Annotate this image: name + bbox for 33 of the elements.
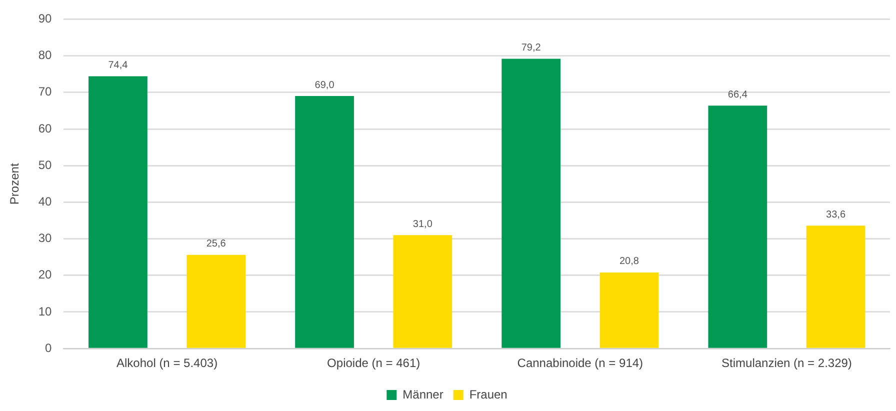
- data-label: 31,0: [412, 218, 433, 230]
- bar: [806, 226, 866, 348]
- data-label: 66,4: [728, 89, 748, 100]
- y-tick-label: 80: [38, 48, 52, 62]
- x-tick-label: Alkohol (n = 5.403): [116, 356, 218, 370]
- y-tick-label: 90: [38, 12, 52, 26]
- data-label: 20,8: [619, 256, 640, 268]
- bar: [88, 76, 148, 348]
- y-tick-label: 50: [38, 158, 52, 172]
- data-label: 69,0: [314, 80, 335, 91]
- x-tick-label: Stimulanzien (n = 2.329): [722, 356, 852, 370]
- y-tick-label: 20: [38, 268, 52, 282]
- data-label: 79,2: [521, 42, 542, 54]
- x-tick-label: Cannabinoide (n = 914): [517, 356, 644, 370]
- y-tick-label: 70: [38, 84, 52, 99]
- legend-label: Männer: [402, 387, 444, 402]
- y-tick-label: 0: [45, 340, 52, 355]
- y-tick-label: 40: [38, 194, 52, 209]
- bar: [708, 106, 768, 348]
- data-label: 33,6: [826, 209, 846, 220]
- bar: [600, 272, 659, 348]
- y-tick-label: 30: [38, 231, 52, 246]
- legend-label: Frauen: [469, 387, 508, 402]
- bar: [502, 58, 561, 348]
- x-tick-label: Opioide (n = 461): [327, 356, 420, 370]
- y-tick-label: 60: [38, 121, 52, 136]
- bar: [186, 254, 246, 348]
- y-tick-label: 10: [38, 304, 52, 318]
- y-axis-title: Prozent: [8, 162, 22, 205]
- bar: [295, 96, 354, 348]
- bar: [393, 235, 452, 348]
- data-label: 25,6: [206, 238, 226, 250]
- data-label: 74,4: [108, 60, 128, 72]
